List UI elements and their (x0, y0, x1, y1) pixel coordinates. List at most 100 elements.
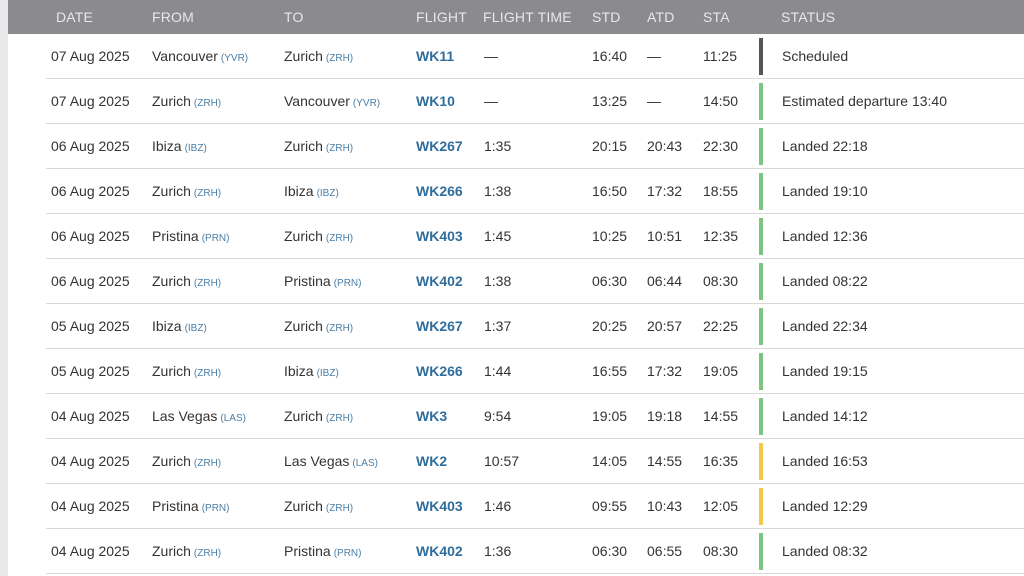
to-airport-code: (ZRH) (325, 53, 354, 64)
flight-number-link[interactable]: WK266 (416, 363, 463, 379)
from-cell: Ibiza (IBZ) (152, 304, 207, 349)
flight-number-link[interactable]: WK403 (416, 228, 463, 244)
from-city: Pristina (152, 498, 199, 514)
header-flight[interactable]: FLIGHT (416, 9, 467, 25)
flight-number-link[interactable]: WK402 (416, 543, 463, 559)
table-row[interactable]: 04 Aug 2025 Zurich (ZRH) Las Vegas (LAS) WK2 1… (0, 439, 1024, 484)
table-row[interactable]: 04 Aug 2025 Las Vegas (LAS) Zurich (ZRH) WK3 9… (0, 394, 1024, 439)
table-row[interactable]: 06 Aug 2025 Zurich (ZRH) Pristina (PRN) WK402… (0, 259, 1024, 304)
status-indicator-bar (759, 533, 763, 570)
from-city: Zurich (152, 273, 191, 289)
table-row[interactable]: 06 Aug 2025 Zurich (ZRH) Ibiza (IBZ) WK266 1:3… (0, 169, 1024, 214)
to-airport-code: (PRN) (333, 278, 362, 289)
to-city: Zurich (284, 408, 323, 424)
table-row[interactable]: 04 Aug 2025 Zurich (ZRH) Pristina (PRN) WK402… (0, 529, 1024, 574)
header-to[interactable]: TO (284, 9, 304, 25)
sta-cell: 08:30 (703, 273, 739, 289)
table-row[interactable]: 05 Aug 2025 Zurich (ZRH) Ibiza (IBZ) WK266 1:4… (0, 349, 1024, 394)
to-airport-code: (IBZ) (316, 188, 339, 199)
atd-cell: 20:57 (647, 318, 683, 334)
sta-cell: 14:50 (703, 93, 739, 109)
header-status[interactable]: STATUS (781, 9, 836, 25)
sta-cell: 14:55 (703, 408, 739, 424)
table-row[interactable]: 06 Aug 2025 Ibiza (IBZ) Zurich (ZRH) WK267 1:3… (0, 124, 1024, 169)
from-airport-code: (YVR) (220, 53, 249, 64)
to-city: Pristina (284, 273, 331, 289)
flight-number-link[interactable]: WK267 (416, 318, 463, 334)
to-airport-code: (ZRH) (325, 233, 354, 244)
from-airport-code: (IBZ) (184, 323, 207, 334)
table-row[interactable]: 05 Aug 2025 Ibiza (IBZ) Zurich (ZRH) WK267 1:3… (0, 304, 1024, 349)
flight-time-cell: 1:37 (484, 318, 512, 334)
header-atd[interactable]: ATD (647, 9, 675, 25)
row-divider (46, 438, 1024, 439)
table-row[interactable]: 07 Aug 2025 Vancouver (YVR) Zurich (ZRH) WK11… (0, 34, 1024, 79)
std-cell: 10:25 (592, 228, 628, 244)
from-airport-code: (PRN) (201, 233, 230, 244)
to-airport-code: (ZRH) (325, 323, 354, 334)
to-cell: Zurich (ZRH) (284, 484, 353, 529)
to-city: Zurich (284, 228, 323, 244)
std-cell: 09:55 (592, 498, 628, 514)
date-cell: 06 Aug 2025 (51, 273, 130, 289)
flight-number-link[interactable]: WK3 (416, 408, 448, 424)
header-date[interactable]: DATE (56, 9, 94, 25)
flight-time-cell: 1:38 (484, 183, 512, 199)
to-city: Zurich (284, 48, 323, 64)
flight-number-link[interactable]: WK2 (416, 453, 448, 469)
to-city: Ibiza (284, 363, 314, 379)
atd-cell: — (647, 93, 661, 109)
status-indicator-bar (759, 83, 763, 120)
row-divider (46, 483, 1024, 484)
header-from[interactable]: FROM (152, 9, 195, 25)
date-cell: 04 Aug 2025 (51, 453, 130, 469)
status-cell: Landed 22:18 (782, 138, 868, 154)
status-cell: Landed 14:12 (782, 408, 868, 424)
header-std[interactable]: STD (592, 9, 621, 25)
sta-cell: 18:55 (703, 183, 739, 199)
status-indicator-bar (759, 353, 763, 390)
from-cell: Zurich (ZRH) (152, 529, 221, 574)
to-cell: Ibiza (IBZ) (284, 169, 339, 214)
status-cell: Scheduled (782, 48, 849, 64)
table-row[interactable]: 07 Aug 2025 Zurich (ZRH) Vancouver (YVR) WK10… (0, 79, 1024, 124)
row-divider (46, 303, 1024, 304)
to-city: Zurich (284, 498, 323, 514)
header-sta[interactable]: STA (703, 9, 730, 25)
row-divider (46, 123, 1024, 124)
to-airport-code: (IBZ) (316, 368, 339, 379)
flight-time-cell: — (484, 93, 498, 109)
from-cell: Zurich (ZRH) (152, 439, 221, 484)
from-cell: Pristina (PRN) (152, 484, 229, 529)
flight-number-link[interactable]: WK266 (416, 183, 463, 199)
from-city: Ibiza (152, 318, 182, 334)
from-cell: Zurich (ZRH) (152, 349, 221, 394)
status-indicator-bar (759, 443, 763, 480)
flight-time-cell: 1:45 (484, 228, 512, 244)
date-cell: 04 Aug 2025 (51, 408, 130, 424)
from-city: Vancouver (152, 48, 218, 64)
from-cell: Vancouver (YVR) (152, 34, 248, 79)
status-cell: Landed 16:53 (782, 453, 868, 469)
date-cell: 04 Aug 2025 (51, 498, 130, 514)
flight-number-link[interactable]: WK403 (416, 498, 463, 514)
atd-cell: — (647, 48, 661, 64)
std-cell: 16:55 (592, 363, 628, 379)
table-row[interactable]: 04 Aug 2025 Pristina (PRN) Zurich (ZRH) WK403… (0, 484, 1024, 529)
from-city: Zurich (152, 93, 191, 109)
header-flight-time[interactable]: FLIGHT TIME (483, 9, 572, 25)
flight-number-link[interactable]: WK10 (416, 93, 455, 109)
atd-cell: 06:44 (647, 273, 683, 289)
row-divider (46, 348, 1024, 349)
status-cell: Landed 08:32 (782, 543, 868, 559)
flight-number-link[interactable]: WK267 (416, 138, 463, 154)
date-cell: 07 Aug 2025 (51, 93, 130, 109)
table-row[interactable]: 06 Aug 2025 Pristina (PRN) Zurich (ZRH) WK403… (0, 214, 1024, 259)
status-indicator-bar (759, 128, 763, 165)
to-cell: Zurich (ZRH) (284, 124, 353, 169)
from-cell: Pristina (PRN) (152, 214, 229, 259)
flight-number-link[interactable]: WK11 (416, 48, 455, 64)
atd-cell: 06:55 (647, 543, 683, 559)
flight-number-link[interactable]: WK402 (416, 273, 463, 289)
